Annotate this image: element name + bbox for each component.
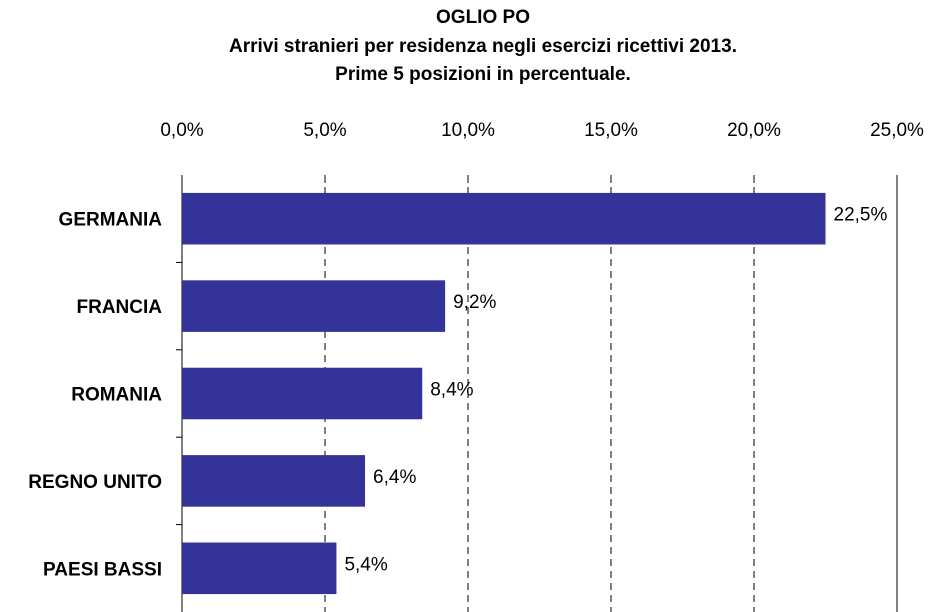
x-tick-label: 0,0% <box>160 120 203 141</box>
bar <box>182 280 446 332</box>
x-tick-label: 5,0% <box>303 120 346 141</box>
y-tick-label: FRANCIA <box>77 297 163 318</box>
chart-title: Arrivi stranieri per residenza negli ese… <box>229 36 737 57</box>
chart-title: OGLIO PO <box>436 7 530 28</box>
bar <box>182 455 366 507</box>
x-tick-label: 10,0% <box>441 120 495 141</box>
chart-title: Prime 5 posizioni in percentuale. <box>335 64 631 85</box>
value-label: 9,2% <box>453 292 496 313</box>
bar <box>182 192 826 245</box>
x-tick-label: 15,0% <box>584 120 638 141</box>
value-label: 8,4% <box>430 380 473 401</box>
bar <box>182 367 423 420</box>
value-label: 5,4% <box>344 554 387 575</box>
y-tick-label: ROMANIA <box>71 385 162 406</box>
bar <box>182 542 337 595</box>
x-tick-label: 20,0% <box>727 120 781 141</box>
x-tick-label: 25,0% <box>870 120 924 141</box>
value-label: 6,4% <box>373 467 416 488</box>
y-tick-label: GERMANIA <box>59 210 163 231</box>
y-tick-label: PAESI BASSI <box>43 559 162 580</box>
y-tick-label: REGNO UNITO <box>28 472 162 493</box>
value-label: 22,5% <box>834 205 888 226</box>
